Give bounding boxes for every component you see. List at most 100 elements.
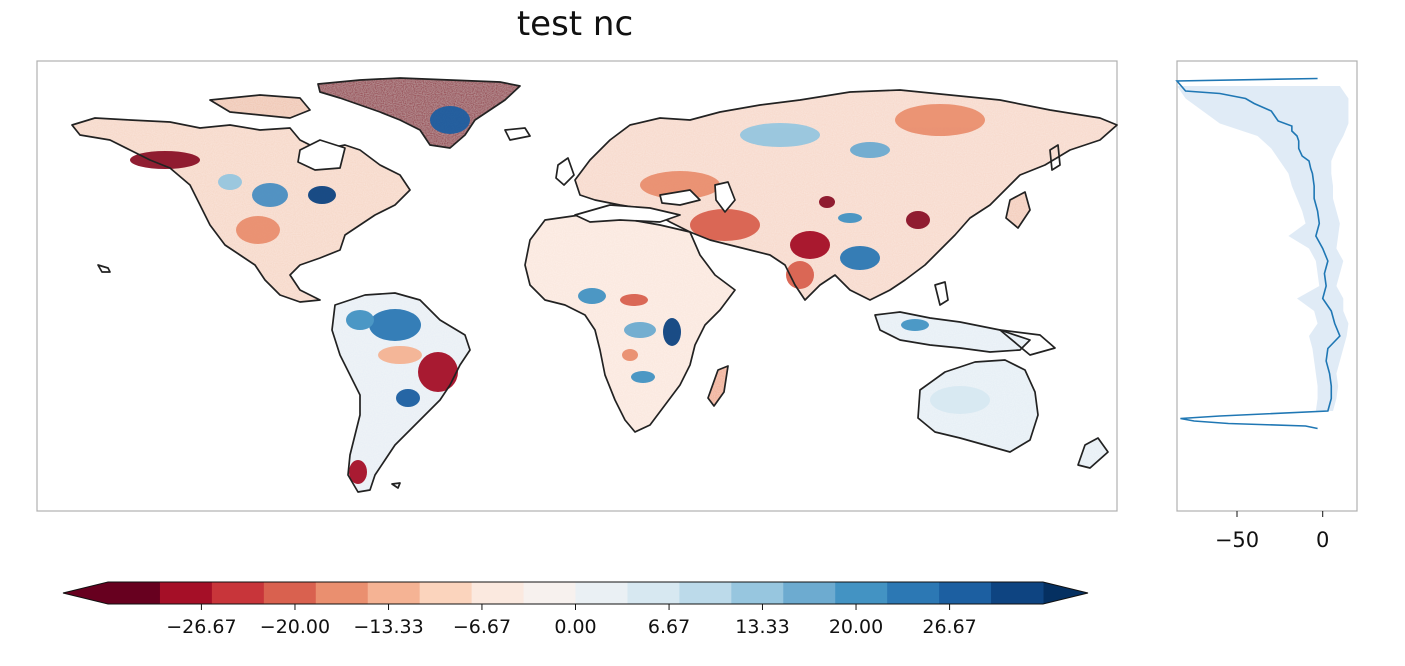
patch-tibet [838, 213, 862, 223]
colorbar-tick-label: −26.67 [166, 616, 236, 638]
patch-brazil-east [418, 352, 458, 392]
coastlines [71, 77, 1118, 493]
colorbar-segment [835, 582, 888, 604]
colorbar-tick-label: −6.67 [453, 616, 511, 638]
patch-brazil-center [378, 346, 422, 364]
colorbar-segment [263, 582, 317, 604]
coast-papua [999, 329, 1056, 356]
colorbar-segment [523, 582, 576, 604]
colorbar-segment [783, 582, 836, 604]
profile-x-ticks: −50 0 [1215, 511, 1329, 552]
patch-australia [930, 386, 990, 414]
patch-usa [236, 216, 280, 244]
patch-siberia-east [895, 104, 985, 136]
colorbar-tick-label: 0.00 [554, 616, 596, 638]
colorbar-outline [62, 581, 1089, 605]
colorbar-segment [159, 582, 213, 604]
colorbar-segment [108, 582, 161, 604]
patch-sahel [620, 294, 648, 306]
patch-alaska [130, 151, 200, 169]
patch-canada-3 [218, 174, 242, 190]
colorbar-extend-high [1043, 582, 1088, 604]
coast-greenland [317, 77, 521, 149]
africa-land [525, 215, 735, 432]
profile-band-area [1177, 86, 1349, 411]
profile-line-path [1175, 77, 1341, 430]
patch-east-africa [663, 318, 681, 346]
patch-siberia-west [740, 123, 820, 147]
coast-south-america [331, 292, 471, 493]
coast-australia [917, 359, 1039, 453]
greenland-land [318, 78, 520, 148]
coast-africa [524, 214, 736, 433]
land-fill [72, 78, 1117, 492]
patch-china-central [819, 196, 835, 208]
colorbar-segment [575, 582, 628, 604]
colorbar-tick-label: −13.33 [353, 616, 423, 638]
patch-siberia-central [850, 142, 890, 158]
coast-iceland [504, 127, 531, 141]
patch-congo [624, 322, 656, 338]
colorbar: −26.67 −20.00 −13.33 −6.67 0.00 6.67 13.33 20.0… [62, 581, 1089, 638]
patch-europe-east [640, 171, 720, 199]
colorbar-segment [731, 582, 784, 604]
colorbar-segment [471, 582, 525, 604]
patch-canada-2 [308, 186, 336, 204]
patch-amazon [369, 309, 421, 341]
patch-middle-east [690, 209, 760, 241]
colorbar-segment [991, 582, 1044, 604]
colorbar-tick-label: 6.67 [648, 616, 690, 638]
coast-caspian [714, 181, 736, 213]
colorbar-segment [939, 582, 992, 604]
patch-canada-1 [252, 183, 288, 207]
colorbar-segment [211, 582, 265, 604]
colorbar-tick-label: 13.33 [735, 616, 789, 638]
patch-africa-south-2 [631, 371, 655, 383]
patch-amazon-west [346, 310, 374, 330]
patch-india-north [790, 231, 830, 259]
patch-china-east [906, 211, 930, 229]
colorbar-extend-low [63, 582, 108, 604]
coast-hawaii [97, 264, 111, 273]
profile-panel: −50 0 [1175, 60, 1358, 552]
map-panel [36, 60, 1118, 512]
profile-tick-label: 0 [1316, 528, 1329, 552]
coast-arctic-islands [209, 94, 311, 119]
patch-patagonia [349, 460, 367, 484]
profile-mean-line [1175, 77, 1341, 430]
patch-brazil-south [396, 389, 420, 407]
colorbar-segment [367, 582, 421, 604]
patch-sahel-west [578, 288, 606, 304]
coast-eurasia [574, 89, 1118, 301]
patch-southeast-asia [840, 246, 880, 270]
coast-black-sea [659, 189, 701, 206]
colorbar-tick-label: −20.00 [260, 616, 330, 638]
madagascar-land [708, 366, 728, 406]
chart-title: test nc [516, 4, 634, 44]
patch-greenland [430, 106, 470, 134]
colorbar-segment [679, 582, 732, 604]
coast-madagascar [707, 365, 729, 407]
coast-indonesia [874, 311, 1031, 353]
anomaly-patches [130, 104, 990, 484]
colorbar-tick-label: 20.00 [829, 616, 883, 638]
colorbar-segment [627, 582, 680, 604]
patch-borneo [901, 319, 929, 331]
coast-philippines [934, 281, 949, 306]
coast-north-america [71, 117, 411, 303]
colorbar-tick-label: 26.67 [922, 616, 976, 638]
colorbar-segment [315, 582, 369, 604]
patch-africa-south-1 [622, 349, 638, 361]
coast-falklands [391, 482, 401, 489]
coast-hudson-bay [297, 139, 346, 171]
coast-sakhalin [1049, 144, 1061, 171]
colorbar-segment [887, 582, 940, 604]
eurasia-land [575, 90, 1117, 300]
profile-spread-band [1177, 86, 1349, 411]
coast-mediterranean [574, 204, 681, 223]
profile-tick-label: −50 [1215, 528, 1259, 552]
colorbar-segment [419, 582, 473, 604]
coast-japan [1005, 191, 1031, 229]
coast-new-zealand [1077, 437, 1109, 469]
